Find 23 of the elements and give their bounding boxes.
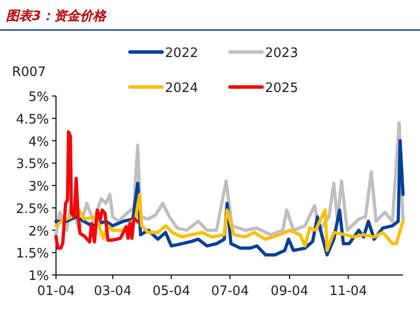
x-tick-label: 01-04 — [37, 284, 75, 299]
legend-label: 2023 — [265, 46, 298, 61]
y-tick-label: 2.5% — [16, 202, 49, 217]
x-tick-label: 03-04 — [94, 284, 132, 299]
line-series — [54, 130, 140, 250]
legend-label: 2022 — [165, 46, 198, 61]
line-series — [54, 192, 405, 252]
y-tick-label: 4.5% — [16, 112, 49, 128]
legend-label: 2024 — [165, 81, 198, 96]
chart-title: 图表3：资金价格 — [6, 9, 108, 24]
y-tick-label: 2% — [28, 224, 49, 240]
y-tick-label: 1% — [28, 269, 49, 284]
y-axis-title: R007 — [12, 65, 46, 80]
legend-label: 2025 — [265, 81, 298, 96]
y-tick-label: 5% — [28, 90, 49, 105]
y-tick-label: 4% — [28, 134, 49, 150]
y-tick-label: 3% — [28, 180, 49, 194]
x-tick-label: 05-04 — [152, 284, 190, 299]
y-tick-label: 1.5% — [16, 246, 49, 262]
x-tick-label: 09-04 — [270, 284, 308, 299]
y-tick-label: 3.5% — [16, 157, 49, 172]
x-tick-label: 07-04 — [211, 284, 249, 299]
x-tick-label: 11-04 — [329, 284, 368, 299]
